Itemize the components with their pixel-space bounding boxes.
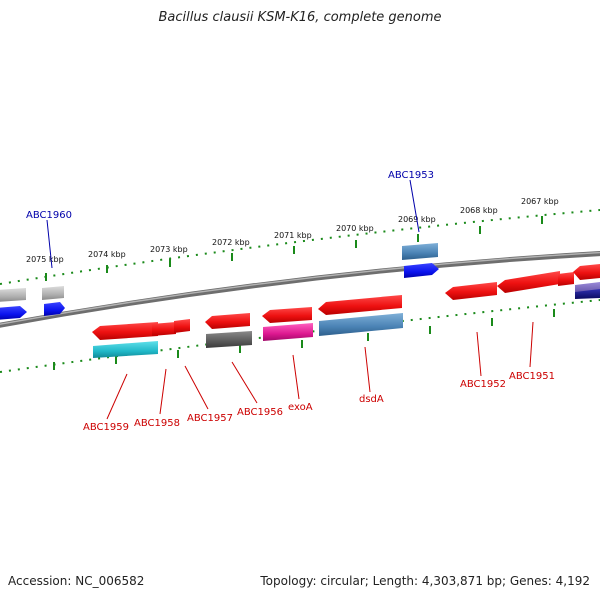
forward-features	[0, 243, 600, 320]
gene-label-exoA[interactable]: exoA	[288, 402, 313, 413]
gene-label-abc1958[interactable]: ABC1958	[134, 418, 180, 429]
scale-label-2068: 2068 kbp	[460, 206, 498, 215]
gene-feature-abc1951[interactable]	[497, 271, 560, 293]
gene-feature[interactable]	[44, 302, 65, 316]
outer-major-ticks	[45, 216, 543, 281]
genome-backbone	[0, 251, 600, 328]
leader-exoA	[292, 354, 300, 400]
gene-feature[interactable]	[575, 289, 600, 299]
leader-abc1952	[476, 331, 482, 377]
reverse-red-genes	[92, 264, 600, 340]
gene-feature-abc1957[interactable]	[174, 319, 190, 333]
leader-abc1956	[231, 361, 258, 404]
gene-feature-abc1958[interactable]	[152, 322, 176, 336]
gene-feature-dsdA[interactable]	[318, 295, 402, 315]
gene-label-abc1952[interactable]: ABC1952	[460, 379, 506, 390]
gene-label-abc1960[interactable]: ABC1960	[26, 210, 72, 221]
scale-label-2070: 2070 kbp	[336, 224, 374, 233]
gene-label-abc1953[interactable]: ABC1953	[388, 170, 434, 181]
gene-feature-exoA[interactable]	[262, 307, 312, 323]
gene-label-abc1959[interactable]: ABC1959	[83, 422, 129, 433]
reverse-other-features	[93, 313, 403, 358]
gene-feature[interactable]	[558, 272, 574, 286]
scale-label-2073: 2073 kbp	[150, 245, 188, 254]
gene-feature-abc1959[interactable]	[92, 322, 158, 340]
scale-label-2071: 2071 kbp	[274, 231, 312, 240]
leader-abc1951	[529, 321, 534, 368]
gene-feature[interactable]	[0, 306, 27, 320]
genome-summary-text: Topology: circular; Length: 4,303,871 bp…	[260, 574, 590, 588]
gene-feature[interactable]	[263, 323, 313, 341]
label-leaders	[46, 179, 534, 420]
gene-label-dsdA[interactable]: dsdA	[359, 394, 384, 405]
scale-label-2074: 2074 kbp	[88, 250, 126, 259]
leader-abc1959	[106, 373, 128, 420]
leader-abc1953	[409, 179, 420, 233]
gene-feature-abc1953[interactable]	[402, 243, 438, 260]
gene-feature[interactable]	[42, 286, 64, 300]
accession-text: Accession: NC_006582	[8, 574, 145, 588]
gene-feature[interactable]	[404, 263, 439, 278]
gene-label-abc1956[interactable]: ABC1956	[237, 407, 283, 418]
scale-ring-outer	[0, 209, 600, 285]
gene-feature[interactable]	[93, 341, 158, 358]
scale-label-2067: 2067 kbp	[521, 197, 559, 206]
genome-backbone-highlight	[0, 251, 600, 325]
gene-label-abc1957[interactable]: ABC1957	[187, 413, 233, 424]
map-title: Bacillus clausii KSM-K16, complete genom…	[158, 10, 442, 25]
leader-dsdA	[364, 346, 371, 393]
gene-feature[interactable]	[206, 331, 252, 348]
gene-feature[interactable]	[0, 288, 26, 302]
gene-feature[interactable]	[573, 264, 600, 280]
gene-feature-abc1952[interactable]	[445, 282, 497, 300]
scale-label-2072: 2072 kbp	[212, 238, 250, 247]
inner-major-ticks	[53, 309, 555, 370]
scale-label-2075: 2075 kbp	[26, 255, 64, 264]
gene-feature-abc1956[interactable]	[205, 313, 250, 329]
leader-abc1958	[159, 368, 167, 415]
leader-abc1960	[46, 219, 53, 269]
gene-feature[interactable]	[319, 313, 403, 336]
gene-label-abc1951[interactable]: ABC1951	[509, 371, 555, 382]
leader-abc1957	[184, 365, 209, 410]
